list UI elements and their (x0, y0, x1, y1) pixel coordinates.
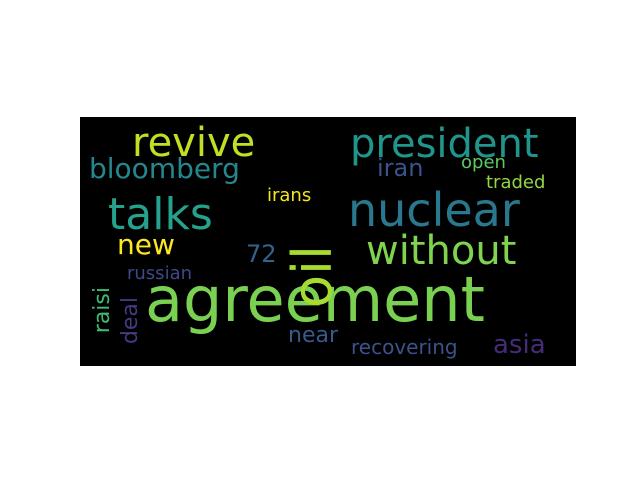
word-revive: revive (132, 120, 256, 166)
word-recovering: recovering (351, 335, 458, 359)
word-bloomberg: bloomberg (89, 152, 240, 185)
word-president: president (350, 121, 539, 167)
word-russian: russian (127, 263, 193, 284)
word-asia: asia (493, 330, 546, 360)
word-raisi: raisi (90, 287, 115, 334)
word-deal: deal (118, 297, 143, 345)
word-agreement: agreement (145, 263, 485, 336)
word-iran: iran (377, 154, 424, 182)
word-nuclear: nuclear (348, 183, 520, 237)
word-talks: talks (108, 189, 213, 240)
word-72: 72 (246, 240, 277, 268)
word-oil: oil (281, 245, 344, 309)
word-new: new (117, 228, 175, 261)
word-open: open (461, 152, 506, 173)
word-cloud: agreement oil nuclear talks president re… (80, 117, 576, 366)
word-near: near (288, 323, 339, 348)
word-traded: traded (486, 172, 546, 193)
word-without: without (366, 228, 517, 274)
word-irans: irans (267, 185, 312, 206)
